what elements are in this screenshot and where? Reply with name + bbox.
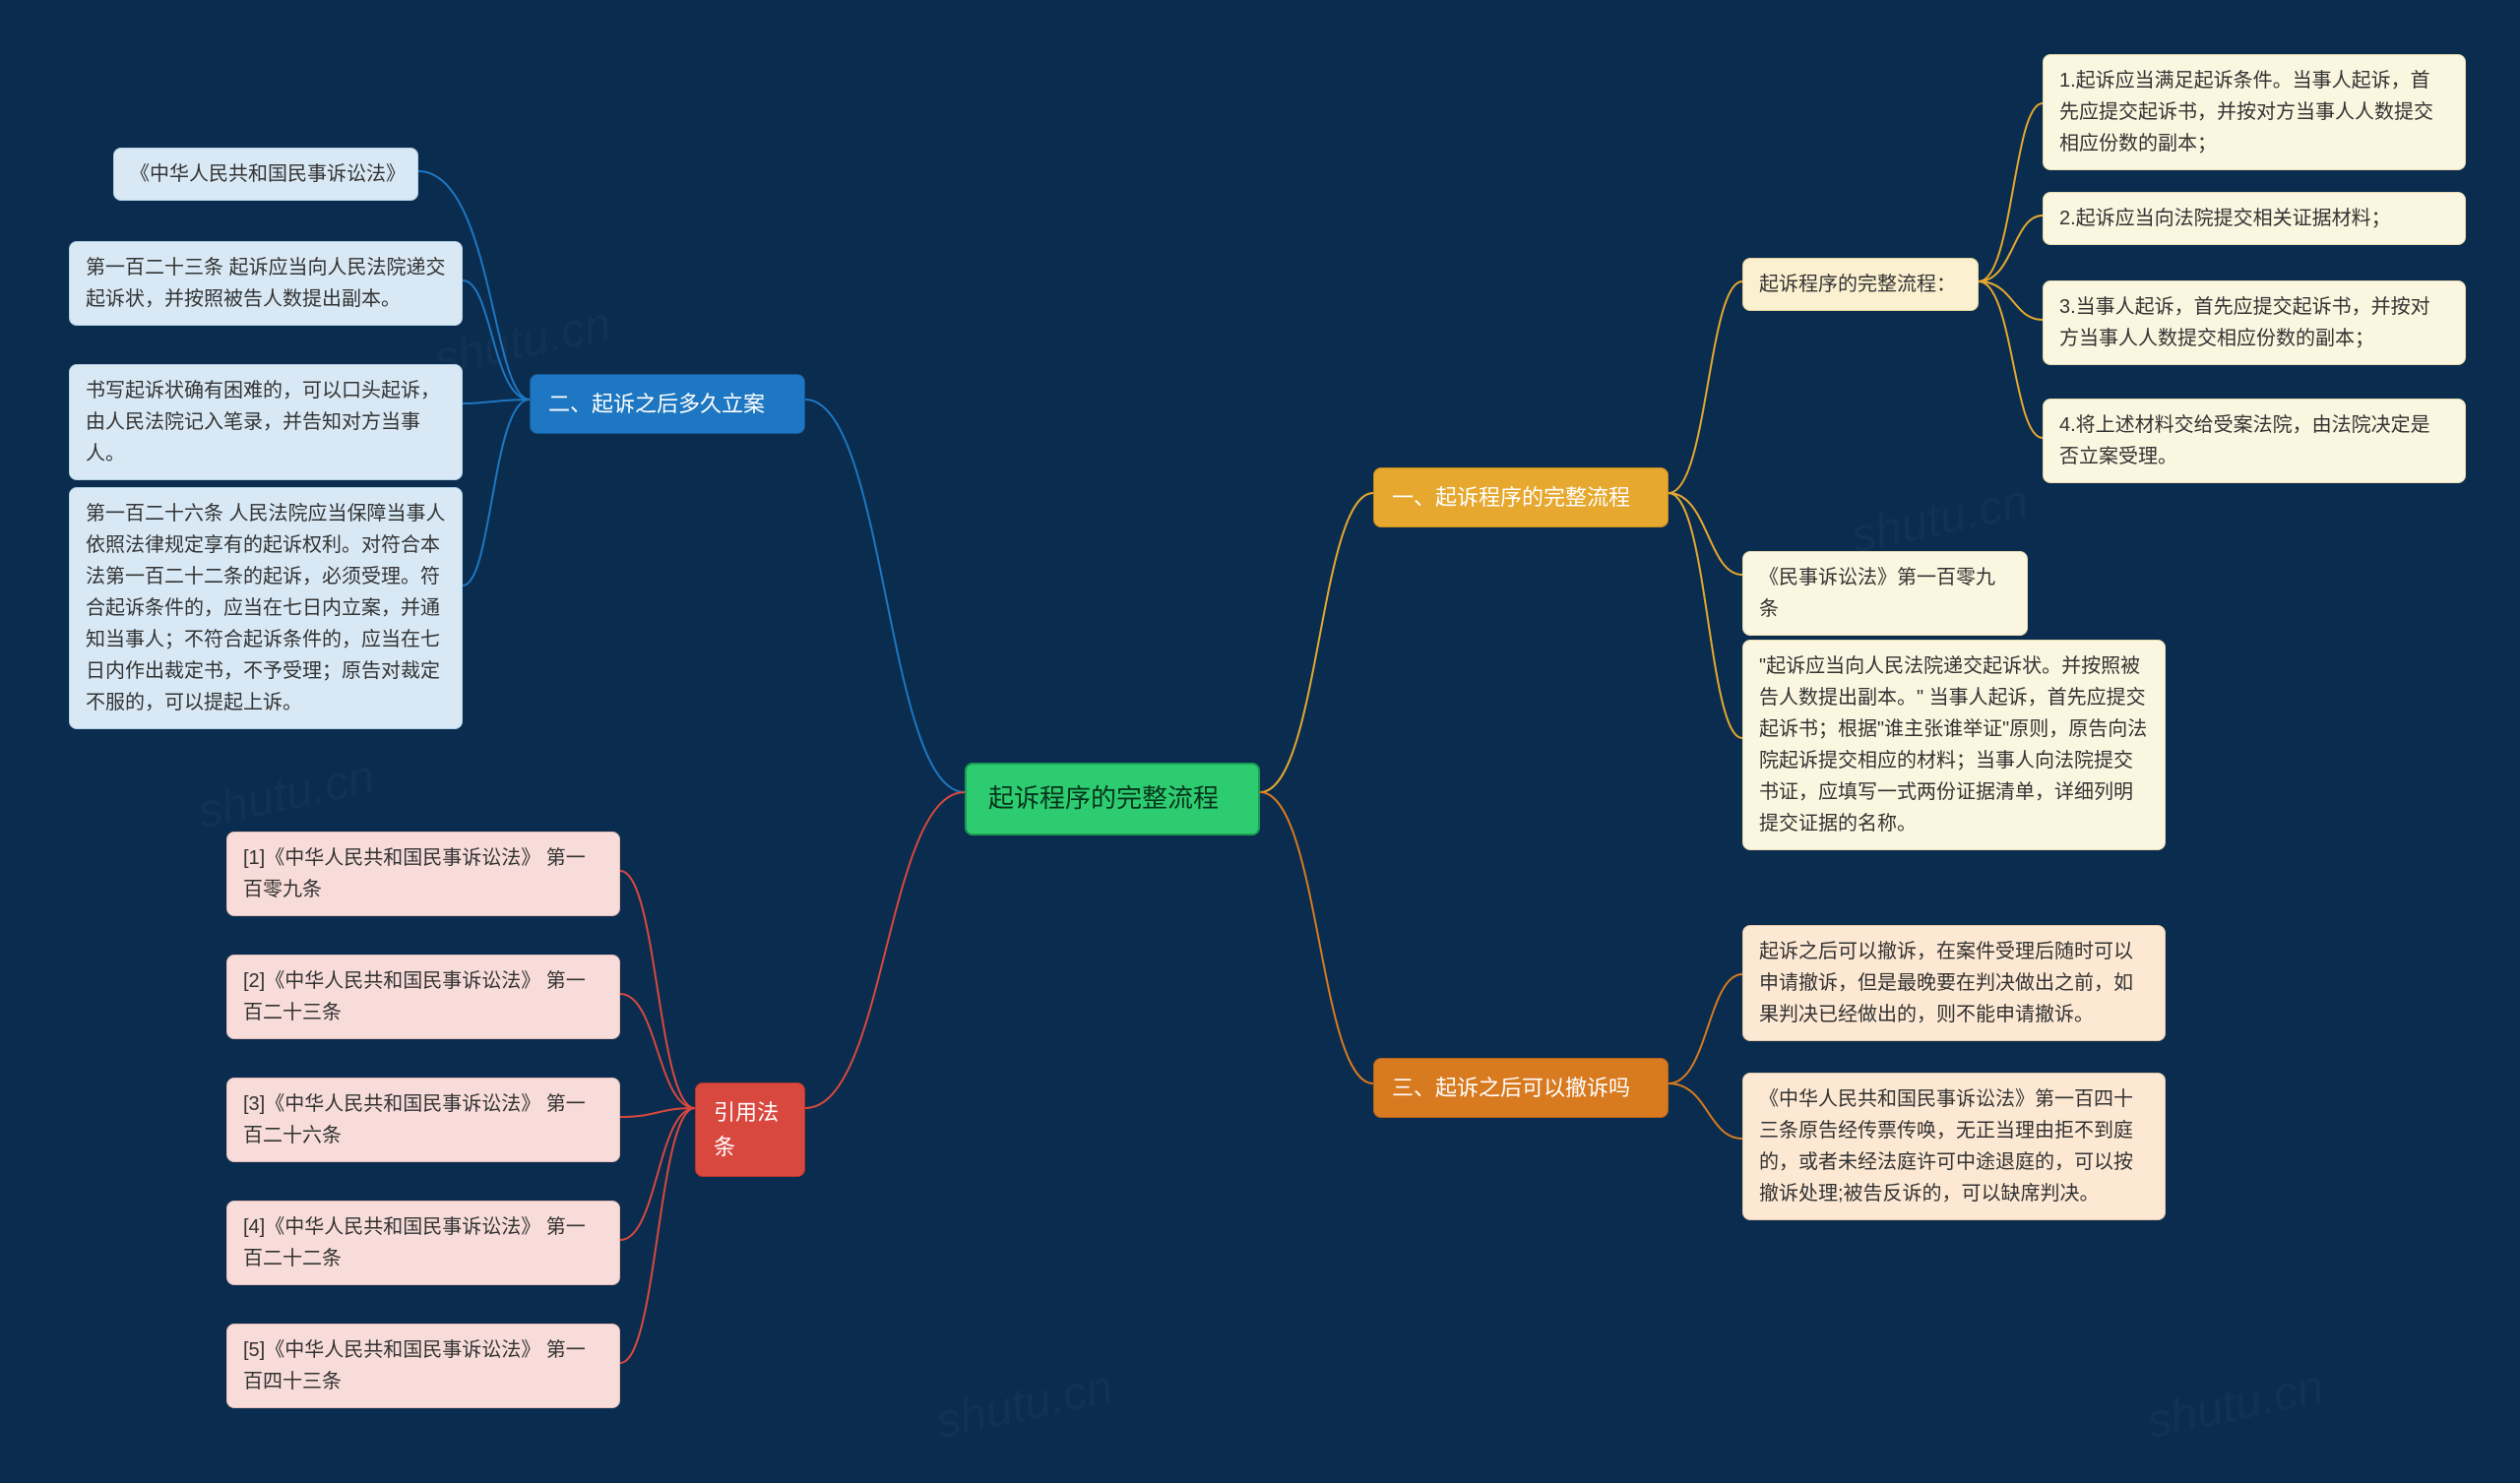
leaf-two-0[interactable]: 《中华人民共和国民事诉讼法》 <box>113 148 418 201</box>
leaf-two-3[interactable]: 第一百二十六条 人民法院应当保障当事人依照法律规定享有的起诉权利。对符合本法第一… <box>69 487 463 729</box>
leaf-ref-0[interactable]: [1]《中华人民共和国民事诉讼法》 第一百零九条 <box>226 832 620 916</box>
leaf-one-2[interactable]: 3.当事人起诉，首先应提交起诉书，并按对方当事人人数提交相应份数的副本； <box>2043 280 2466 365</box>
leaf-two-1[interactable]: 第一百二十三条 起诉应当向人民法院递交起诉状，并按照被告人数提出副本。 <box>69 241 463 326</box>
leaf-ref-1[interactable]: [2]《中华人民共和国民事诉讼法》 第一百二十三条 <box>226 955 620 1039</box>
leaf-one-0[interactable]: 1.起诉应当满足起诉条件。当事人起诉，首先应提交起诉书，并按对方当事人人数提交相… <box>2043 54 2466 170</box>
branch-ref[interactable]: 引用法条 <box>695 1082 805 1177</box>
watermark: shutu.cn <box>193 750 379 840</box>
branch-one[interactable]: 一、起诉程序的完整流程 <box>1373 467 1669 527</box>
leaf-two-2[interactable]: 书写起诉状确有困难的，可以口头起诉，由人民法院记入笔录，并告知对方当事人。 <box>69 364 463 480</box>
branch-three[interactable]: 三、起诉之后可以撤诉吗 <box>1373 1058 1669 1118</box>
leaf-one-1[interactable]: 2.起诉应当向法院提交相关证据材料； <box>2043 192 2466 245</box>
leaf-one-4[interactable]: 《民事诉讼法》第一百零九条 <box>1742 551 2028 636</box>
leaf-one-3[interactable]: 4.将上述材料交给受案法院，由法院决定是否立案受理。 <box>2043 399 2466 483</box>
leaf-three-1[interactable]: 《中华人民共和国民事诉讼法》第一百四十三条原告经传票传唤，无正当理由拒不到庭的，… <box>1742 1073 2166 1220</box>
leaf-ref-3[interactable]: [4]《中华人民共和国民事诉讼法》 第一百二十二条 <box>226 1201 620 1285</box>
watermark: shutu.cn <box>2142 1360 2328 1451</box>
leaf-ref-4[interactable]: [5]《中华人民共和国民事诉讼法》 第一百四十三条 <box>226 1324 620 1408</box>
branch-two[interactable]: 二、起诉之后多久立案 <box>530 374 805 434</box>
leaf-three-0[interactable]: 起诉之后可以撤诉，在案件受理后随时可以申请撤诉，但是最晚要在判决做出之前，如果判… <box>1742 925 2166 1041</box>
leaf-one-5[interactable]: "起诉应当向人民法院递交起诉状。并按照被告人数提出副本。" 当事人起诉，首先应提… <box>1742 640 2166 850</box>
subbranch-process[interactable]: 起诉程序的完整流程： <box>1742 258 1979 311</box>
watermark: shutu.cn <box>931 1360 1117 1451</box>
root-node[interactable]: 起诉程序的完整流程 <box>965 763 1260 835</box>
leaf-ref-2[interactable]: [3]《中华人民共和国民事诉讼法》 第一百二十六条 <box>226 1078 620 1162</box>
